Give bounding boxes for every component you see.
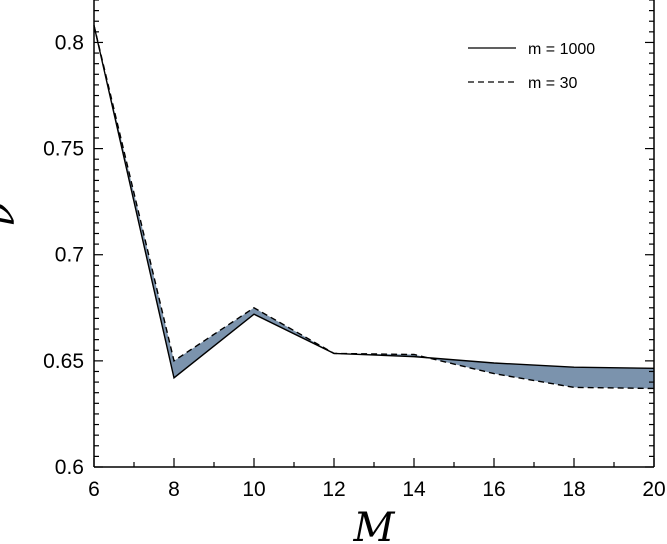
x-tick-label: 20 [642,478,665,501]
legend-label-m1000: m = 1000 [528,41,595,58]
x-tick-label: 18 [562,478,585,501]
series-line-m30 [93,25,655,390]
x-tick-label: 14 [402,478,426,501]
x-tick-label: 8 [168,478,180,501]
series-lines-layer [93,25,655,390]
y-tick-label: 0.65 [43,350,84,373]
x-tick-label: 16 [482,478,505,501]
x-tick-label: 12 [322,478,345,501]
y-tick-label: 0.8 [55,31,84,54]
y-tick-label: 0.6 [55,456,84,479]
axes-frame [93,0,655,468]
series-line-m1000 [93,25,655,380]
y-tick-label: 0.7 [55,244,84,267]
y-axis-title: ν [0,203,24,227]
x-tick-label: 6 [88,478,100,501]
x-axis-title: M [353,505,396,544]
legend: m = 1000 m = 30 [468,41,595,92]
tick-marks [93,0,655,468]
y-tick-label: 0.75 [43,138,84,161]
tick-labels: 6 8 10 12 14 16 18 20 0.6 0.65 0.7 0.75 0.8 [43,31,666,501]
x-tick-label: 10 [242,478,265,501]
legend-label-m30: m = 30 [528,75,577,92]
